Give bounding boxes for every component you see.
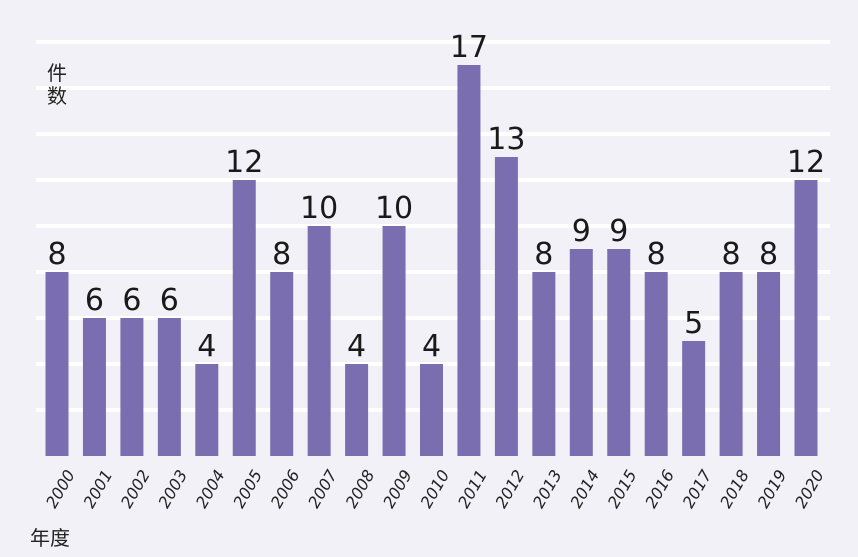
x-tick-2017: 2017 [679,466,716,511]
value-label-2012: 13 [487,122,525,157]
bar-2000 [45,272,69,456]
bar-2006 [270,272,294,456]
value-label-2010: 4 [422,329,441,364]
x-tick-2005: 2005 [229,467,266,512]
bar-2011 [457,65,481,456]
x-tick-2002: 2002 [117,467,154,512]
bar-2008 [345,364,369,456]
value-label-2016: 8 [647,237,666,272]
value-label-2015: 9 [609,214,628,249]
value-label-2014: 9 [572,214,591,249]
bar-2012 [494,157,518,456]
bar-2010 [420,364,443,456]
x-tick-2003: 2003 [154,467,191,512]
value-label-2000: 8 [47,237,66,272]
bar-2016 [644,272,668,456]
x-tick-2014: 2014 [566,467,603,512]
x-axis-label: 年度 [30,526,70,550]
bar-2009 [382,226,406,456]
bar-2013 [532,272,556,456]
x-tick-2008: 2008 [342,467,379,512]
value-label-2006: 8 [272,237,291,272]
bar-2018 [719,272,743,456]
bar-2004 [195,364,219,456]
x-tick-2011: 2011 [454,467,491,512]
bar-2020 [794,180,818,456]
x-tick-2020: 2020 [791,467,828,512]
value-label-2004: 4 [197,329,216,364]
bar-2002 [120,318,144,456]
value-label-2011: 17 [450,30,488,65]
x-tick-2016: 2016 [641,467,678,512]
value-label-2005: 12 [225,145,263,180]
bar-2017 [682,341,706,456]
x-tick-2013: 2013 [529,467,566,512]
bar-2015 [607,249,631,456]
x-tick-2009: 2009 [379,467,416,512]
value-label-2019: 8 [759,237,778,272]
bar-2005 [232,180,256,456]
value-label-2003: 6 [160,283,179,318]
value-label-2002: 6 [122,283,141,318]
y-axis-label-char-1: 件 [47,61,67,85]
x-tick-2006: 2006 [267,467,304,512]
value-label-2018: 8 [722,237,741,272]
x-tick-2007: 2007 [304,466,341,511]
value-label-2009: 10 [375,191,413,226]
x-tick-2000: 2000 [42,467,79,512]
x-tick-2015: 2015 [604,467,641,512]
y-axis-label-char-2: 数 [47,84,67,108]
value-label-2013: 8 [534,237,553,272]
bar-2001 [82,318,106,456]
x-tick-2010: 2010 [417,467,454,512]
bars [45,65,818,456]
x-tick-2019: 2019 [754,467,791,512]
x-tick-labels: 2000 2001 2002 2003 2004 2005 2006 2007 2008 2009… [42,466,828,511]
value-label-2008: 4 [347,329,366,364]
value-label-2007: 10 [300,191,338,226]
x-tick-2004: 2004 [192,467,229,512]
value-label-2017: 5 [684,306,703,341]
x-tick-2018: 2018 [716,467,753,512]
bar-2019 [757,272,781,456]
x-tick-2001: 2001 [79,467,116,512]
x-tick-2012: 2012 [491,467,528,512]
bar-2003 [157,318,181,456]
bar-2014 [569,249,593,456]
value-label-2020: 12 [787,145,825,180]
value-label-2001: 6 [85,283,104,318]
bar-2007 [307,226,331,456]
